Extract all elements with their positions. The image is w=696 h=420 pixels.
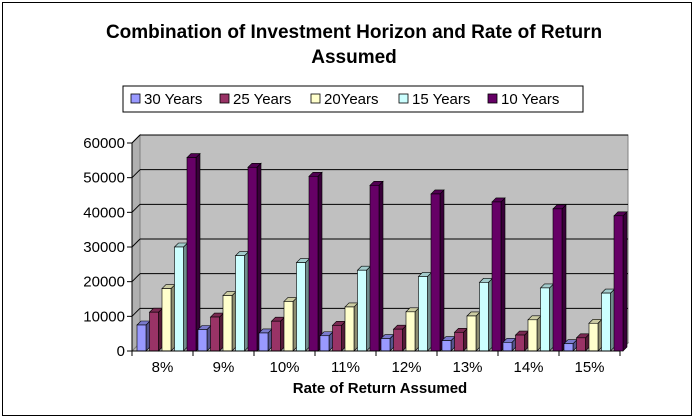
- bar: [380, 333, 395, 352]
- y-tick-label: 10000: [83, 308, 125, 325]
- bar: [502, 337, 517, 352]
- bar: [514, 330, 530, 352]
- y-tick-label: 60000: [83, 135, 125, 152]
- legend-label: 30 Years: [144, 91, 202, 108]
- legend-box: [122, 85, 584, 113]
- bar: [539, 283, 555, 352]
- bar: [405, 307, 420, 352]
- bar: [209, 312, 225, 352]
- y-tick-label: 20000: [83, 274, 125, 291]
- bar: [466, 311, 481, 352]
- y-tick-label: 40000: [83, 204, 125, 221]
- x-tick-label: 10%: [269, 359, 299, 376]
- bar: [270, 316, 286, 352]
- gridline-side: [131, 307, 141, 317]
- bar: [441, 335, 456, 352]
- bar: [588, 318, 603, 352]
- x-tick-label: 9%: [213, 359, 235, 376]
- x-tick-label: 15%: [574, 359, 604, 376]
- legend-swatch: [487, 93, 498, 104]
- gridline-side: [131, 134, 141, 144]
- y-tick-label: 50000: [83, 170, 125, 187]
- legend-label: 20Years: [324, 91, 379, 108]
- bar: [186, 152, 201, 352]
- x-axis-label: Rate of Return Assumed: [293, 380, 467, 397]
- bar: [308, 171, 323, 352]
- legend: 30 Years 25 Years 20Years 15 Years 10 Years: [122, 85, 584, 113]
- bar: [283, 296, 298, 352]
- bar: [331, 320, 347, 352]
- legend-item: 20Years: [310, 91, 379, 108]
- bar: [148, 307, 164, 352]
- bar: [392, 324, 408, 352]
- legend-label: 15 Years: [412, 91, 470, 108]
- y-tick-label: 30000: [83, 239, 125, 256]
- legend-item: 15 Years: [398, 91, 470, 108]
- bar: [369, 180, 384, 352]
- x-axis: 8% 9% 10% 11% 12% 13% 14% 15%: [131, 350, 621, 376]
- bar: [491, 197, 506, 352]
- bar: [173, 242, 189, 352]
- bar: [344, 302, 359, 352]
- x-tick-label: 14%: [513, 359, 543, 376]
- bar: [575, 333, 591, 352]
- gridline-side: [131, 169, 141, 179]
- bar: [478, 277, 494, 352]
- gridline-side: [131, 203, 141, 213]
- chart-title-line-1: Combination of Investment Horizon and Ra…: [106, 22, 602, 43]
- bar: [552, 204, 567, 352]
- legend-swatch: [219, 93, 230, 104]
- legend-swatch: [310, 93, 321, 104]
- x-tick-label: 12%: [391, 359, 421, 376]
- legend-label: 25 Years: [233, 91, 291, 108]
- chart-title-line-2: Assumed: [311, 47, 397, 68]
- bar: [613, 211, 628, 352]
- bar: [453, 327, 469, 352]
- y-axis: 0 10000 20000 30000 40000 50000 60000: [83, 135, 133, 360]
- gridline-side: [131, 238, 141, 248]
- bar: [527, 315, 542, 352]
- bar: [258, 328, 273, 352]
- gridline-side: [131, 273, 141, 283]
- bar: [161, 283, 176, 352]
- bar: [295, 257, 311, 352]
- bar: [356, 265, 372, 352]
- legend-item: 10 Years: [487, 91, 559, 108]
- y-tick-label: 0: [117, 343, 125, 360]
- legend-item: 30 Years: [130, 91, 202, 108]
- x-tick-label: 8%: [152, 359, 174, 376]
- bar: [563, 338, 578, 352]
- bar: [136, 320, 151, 352]
- bar: [319, 331, 334, 352]
- legend-swatch: [130, 93, 141, 104]
- legend-swatch: [398, 93, 409, 104]
- bar: [247, 162, 262, 352]
- plot-area: [130, 133, 630, 353]
- bar: [234, 250, 250, 352]
- bar: [197, 324, 212, 352]
- legend-item: 25 Years: [219, 91, 291, 108]
- x-tick-label: 11%: [331, 359, 360, 376]
- bar: [222, 290, 237, 352]
- bar: [600, 288, 616, 352]
- x-tick-label: 13%: [452, 359, 482, 376]
- bar: [417, 271, 433, 352]
- legend-label: 10 Years: [501, 91, 559, 108]
- bar: [430, 189, 445, 352]
